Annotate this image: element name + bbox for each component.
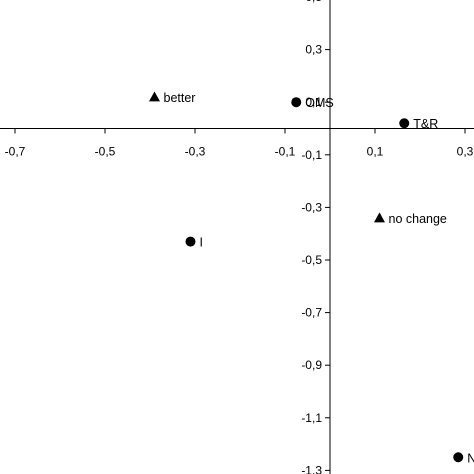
point-label: T&R: [413, 117, 438, 131]
circle-marker: [185, 236, 196, 247]
y-tick-label: -0,9: [301, 358, 322, 372]
y-tick-label: 0,5: [305, 0, 322, 4]
x-tick-label: -0,5: [95, 145, 116, 159]
x-tick-label: 0,3: [457, 145, 474, 159]
y-tick-label: 0,3: [305, 43, 322, 57]
point-label: I: [200, 236, 203, 250]
circle-marker: [453, 452, 464, 463]
y-tick-label: -0,7: [301, 306, 322, 320]
x-tick-label: -0,3: [185, 145, 206, 159]
y-tick-label: -0,5: [301, 253, 322, 267]
x-tick-label: -0,7: [5, 145, 26, 159]
y-tick-label: -0,3: [301, 200, 322, 214]
circle-marker: [399, 118, 410, 129]
tick-labels: -0,7 -0,5 -0,3 -0,1 0,1 0,3 0,5 0,3 0,1 -0,1 -0,3 -…: [5, 0, 474, 474]
point-label: OMS: [305, 96, 333, 110]
y-tick-label: -0,1: [301, 148, 322, 162]
y-tick-label: -1,1: [301, 411, 322, 425]
x-tick-label: 0,1: [367, 145, 384, 159]
triangle-marker: [374, 212, 385, 223]
data-point-labels: better OMS T&R no change I N: [164, 91, 474, 465]
circle-marker: [291, 97, 302, 108]
triangle-marker: [149, 91, 160, 102]
y-tick-label: -1,3: [301, 463, 322, 474]
point-label: better: [164, 91, 196, 105]
point-label: no change: [389, 212, 447, 226]
x-tick-label: -0,1: [275, 145, 296, 159]
y-tick-label: 0,1: [305, 95, 322, 109]
data-points: [149, 91, 464, 463]
point-label: N: [467, 451, 474, 465]
ticks: [14, 49, 466, 471]
